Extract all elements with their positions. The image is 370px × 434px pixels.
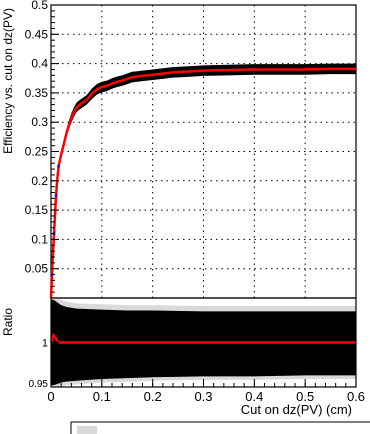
efficiency-line <box>49 67 356 299</box>
efficiency-point-5 <box>54 194 58 197</box>
x-tick-label-4: 0.4 <box>245 389 263 404</box>
ratio-y-axis-label: Ratio <box>1 308 15 336</box>
ratio-y-ticks: 0.95 1 <box>29 297 59 390</box>
efficiency-y-tick-label-5: 0.3 <box>31 115 48 129</box>
efficiency-y-tick-label-4: 0.25 <box>25 145 49 159</box>
efficiency-y-tick-label-6: 0.35 <box>25 86 49 100</box>
efficiency-y-tick-label-9: 0.5 <box>31 0 48 12</box>
efficiency-y-tick-label-8: 0.45 <box>25 27 49 41</box>
ratio-y-tick-label-1: 1 <box>42 338 48 350</box>
x-tick-label-1: 0.1 <box>93 389 111 404</box>
efficiency-point-7 <box>57 164 60 168</box>
ratio-series <box>49 332 356 344</box>
x-tick-label-3: 0.3 <box>194 389 212 404</box>
efficiency-y-axis-label: Efficiency vs. cut on dz(PV) <box>1 8 15 154</box>
efficiency-y-tick-label-3: 0.2 <box>31 174 48 188</box>
efficiency-y-tick-label-2: 0.15 <box>25 203 49 217</box>
x-tick-label-6: 0.6 <box>347 389 365 404</box>
ratio-x-ticks: 0 0.1 0.2 0.3 0.4 0.5 0.6 <box>47 379 365 404</box>
ratio-line <box>49 332 356 344</box>
efficiency-y-tick-label-0: 0.05 <box>25 262 49 276</box>
ratio-panel: 0.95 1 0 0.1 0.2 0.3 0.4 0.5 0.6 Ratio Cut on d… <box>1 297 365 417</box>
legend-swatch <box>77 426 97 434</box>
efficiency-y-ticks: 0.05 0.1 0.15 0.2 0.25 0.3 0.35 0.4 0.45 0.5 <box>25 0 59 293</box>
efficiency-y-tick-label-1: 0.1 <box>31 232 48 246</box>
efficiency-point-4 <box>53 211 57 215</box>
efficiency-panel: 0.05 0.1 0.15 0.2 0.25 0.3 0.35 0.4 0.45 0.5 Effi… <box>1 0 357 299</box>
ratio-y-tick-label-0: 0.95 <box>29 379 49 390</box>
x-tick-label-0: 0 <box>47 389 54 404</box>
efficiency-grid <box>51 5 356 298</box>
x-tick-label-2: 0.2 <box>144 389 162 404</box>
efficiency-y-tick-label-7: 0.4 <box>31 57 48 71</box>
legend <box>70 421 370 434</box>
legend-box <box>70 421 370 434</box>
ratio-x-axis-label: Cut on dz(PV) (cm) <box>241 402 352 417</box>
x-tick-label-5: 0.5 <box>296 389 314 404</box>
